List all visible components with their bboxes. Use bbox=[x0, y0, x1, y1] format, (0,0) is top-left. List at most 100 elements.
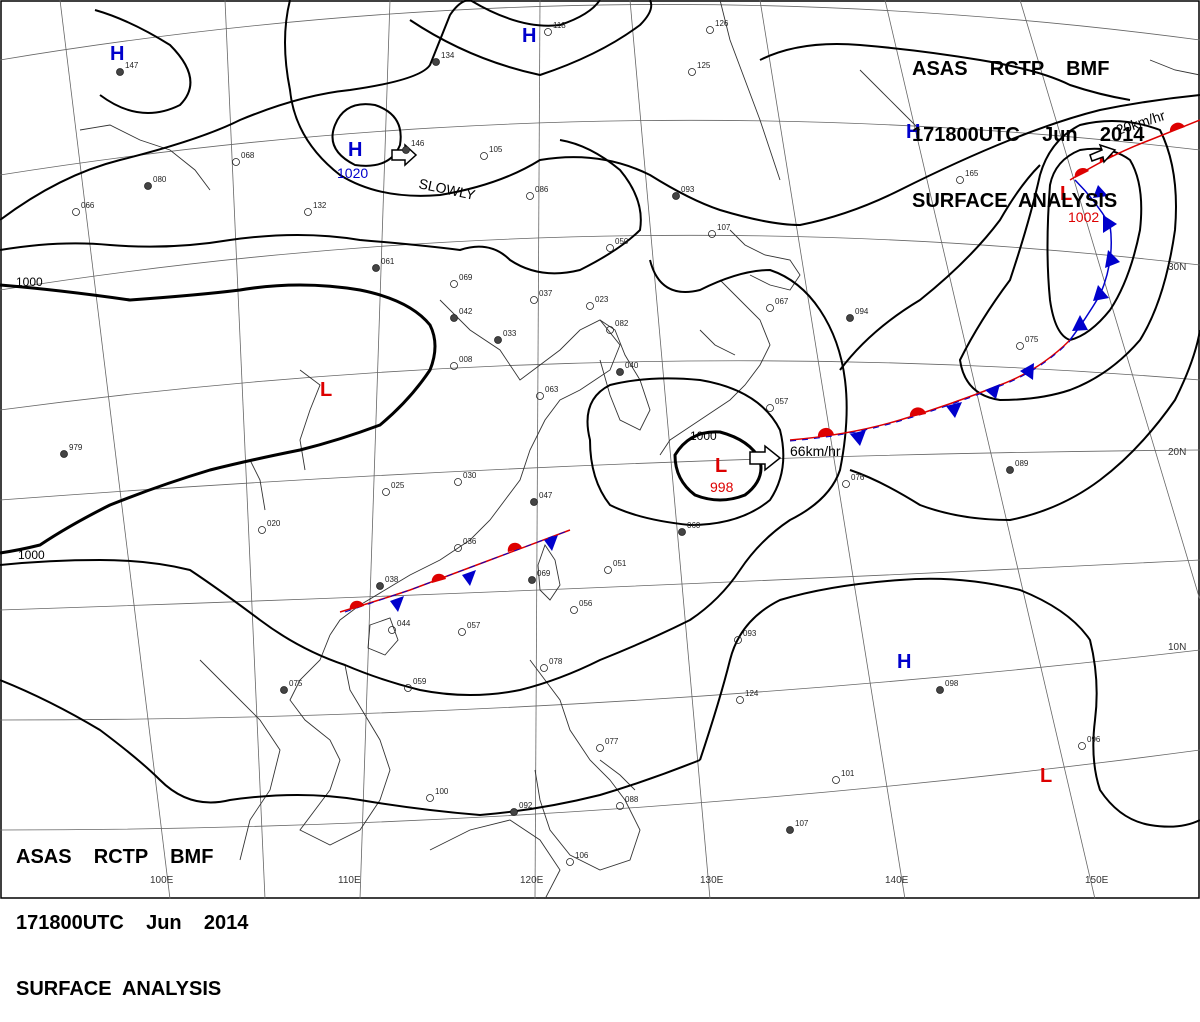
station-marker bbox=[494, 336, 502, 344]
station-marker bbox=[544, 28, 552, 36]
station-pressure-label: 078 bbox=[549, 657, 563, 666]
station-pressure-label: 118 bbox=[553, 21, 566, 30]
station-marker bbox=[530, 296, 538, 304]
high-1020-pressure: 1020 bbox=[337, 165, 368, 181]
station-pressure-label: 092 bbox=[519, 801, 533, 810]
isobars bbox=[0, 0, 1200, 828]
station-pressure-label: 056 bbox=[579, 599, 593, 608]
high-center-1020: H bbox=[348, 139, 362, 161]
station-pressure-label: 106 bbox=[575, 851, 589, 860]
station-marker bbox=[688, 68, 696, 76]
station-pressure-label: 044 bbox=[397, 619, 411, 628]
title-line-3: SURFACE ANALYSIS bbox=[16, 978, 222, 1000]
low-1002-pressure: 1002 bbox=[1068, 209, 1099, 225]
station-pressure-label: 042 bbox=[459, 307, 473, 316]
station-marker bbox=[766, 404, 774, 412]
station-marker bbox=[596, 744, 604, 752]
station-marker bbox=[304, 208, 312, 216]
station-pressure-label: 096 bbox=[1087, 735, 1101, 744]
station-pressure-label: 069 bbox=[459, 273, 473, 282]
station-pressure-label: 100 bbox=[435, 787, 449, 796]
station-marker bbox=[72, 208, 80, 216]
station-marker bbox=[606, 244, 614, 252]
title-line-2: 171800UTC Jun 2014 bbox=[16, 912, 249, 934]
station-marker bbox=[258, 526, 266, 534]
station-marker bbox=[510, 808, 518, 816]
station-marker bbox=[450, 314, 458, 322]
station-marker bbox=[1016, 342, 1024, 350]
station-pressure-label: 057 bbox=[775, 397, 789, 406]
station-pressure-label: 030 bbox=[463, 471, 477, 480]
isobar-ring-1002-low bbox=[1046, 147, 1143, 342]
station-pressure-label: 069 bbox=[537, 569, 551, 578]
station-pressure-label: 146 bbox=[411, 139, 425, 148]
station-marker bbox=[426, 794, 434, 802]
isobar-ring-1000-low bbox=[673, 430, 763, 502]
station-marker bbox=[570, 606, 578, 614]
station-pressure-label: 067 bbox=[775, 297, 789, 306]
motion-label-66kmhr: 66km/hr bbox=[790, 443, 841, 459]
station-pressure-label: 066 bbox=[81, 201, 95, 210]
station-pressure-label: 165 bbox=[965, 169, 979, 178]
station-pressure-label: 089 bbox=[1015, 459, 1029, 468]
high-center-se: H bbox=[897, 651, 911, 673]
lon-label-130e: 130E bbox=[700, 875, 724, 886]
station-marker bbox=[404, 684, 412, 692]
station-pressure-label: 080 bbox=[153, 175, 167, 184]
high-center-ne: H bbox=[906, 121, 920, 143]
lat-label-30n: 30N bbox=[1168, 262, 1186, 273]
station-marker bbox=[116, 68, 124, 76]
coastlines bbox=[79, 0, 1200, 899]
lat-30n-line bbox=[0, 234, 1200, 291]
chart-title-top: ASAS RCTP BMF 171800UTC Jun 2014 SURFACE… bbox=[912, 14, 1144, 234]
lat-label-10n: 10N bbox=[1168, 642, 1186, 653]
station-pressure-label: 101 bbox=[841, 769, 855, 778]
station-pressure-label: 040 bbox=[625, 361, 639, 370]
station-pressure-label: 098 bbox=[945, 679, 959, 688]
lat-10n-line bbox=[0, 649, 1200, 721]
station-pressure-label: 059 bbox=[413, 677, 427, 686]
isobar-label-1000-b: 1000 bbox=[18, 548, 45, 562]
lon-label-140e: 140E bbox=[885, 875, 909, 886]
station-marker bbox=[956, 176, 964, 184]
arrow-66kmhr bbox=[749, 444, 782, 472]
station-marker bbox=[616, 802, 624, 810]
station-marker bbox=[846, 314, 854, 322]
low-center-west: L bbox=[320, 379, 332, 401]
graticule bbox=[0, 0, 1200, 899]
station-marker bbox=[458, 628, 466, 636]
station-pressure-label: 023 bbox=[595, 295, 609, 304]
station-pressure-label: 124 bbox=[745, 689, 759, 698]
station-pressure-label: 086 bbox=[535, 185, 549, 194]
station-pressure-label: 105 bbox=[489, 145, 503, 154]
station-marker bbox=[432, 58, 440, 66]
lat-label-20n: 20N bbox=[1168, 447, 1186, 458]
stationary-front-east bbox=[789, 339, 1071, 446]
station-pressure-label: 134 bbox=[441, 51, 455, 60]
axis-labels: 100E 110E 120E 130E 140E 150E 30N 20N 10… bbox=[150, 262, 1186, 886]
station-pressure-label: 051 bbox=[613, 559, 627, 568]
high-center-n: H bbox=[522, 25, 536, 47]
station-marker bbox=[1078, 742, 1086, 750]
station-marker bbox=[786, 826, 794, 834]
station-marker bbox=[586, 302, 594, 310]
station-pressure-label: 047 bbox=[539, 491, 553, 500]
station-marker bbox=[280, 686, 288, 694]
station-pressure-label: 093 bbox=[681, 185, 695, 194]
low-center-se: L bbox=[1040, 765, 1052, 787]
arrow-20kmhr bbox=[1089, 143, 1117, 164]
station-marker bbox=[454, 478, 462, 486]
low-998-pressure: 998 bbox=[710, 479, 734, 495]
station-marker bbox=[616, 368, 624, 376]
surface-analysis-map: 147 118 126 134 125 068 080 066 132 146 105 086 093 1… bbox=[0, 0, 1200, 899]
station-pressure-label: 038 bbox=[385, 575, 399, 584]
station-pressure-label: 132 bbox=[313, 201, 327, 210]
station-marker bbox=[536, 392, 544, 400]
station-plots: 147 118 126 134 125 068 080 066 132 146 105 086 093 1… bbox=[60, 19, 1101, 866]
station-marker bbox=[526, 192, 534, 200]
lon-label-100e: 100E bbox=[150, 875, 174, 886]
station-pressure-label: 082 bbox=[615, 319, 629, 328]
station-marker bbox=[388, 626, 396, 634]
station-marker bbox=[540, 664, 548, 672]
